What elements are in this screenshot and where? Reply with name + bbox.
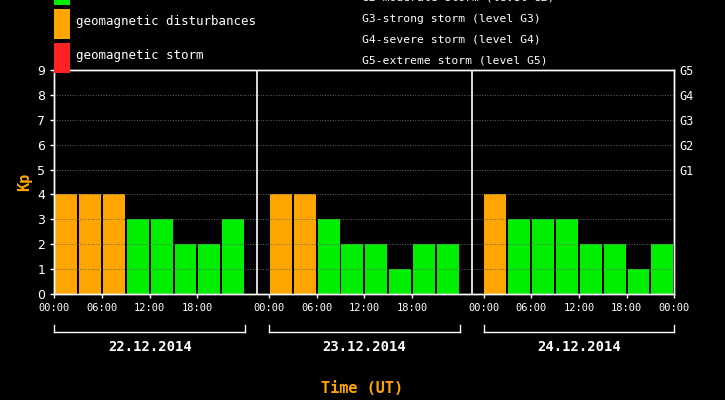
- Bar: [127, 219, 149, 294]
- Bar: [365, 244, 387, 294]
- Bar: [294, 194, 315, 294]
- Bar: [580, 244, 602, 294]
- Bar: [508, 219, 530, 294]
- Bar: [270, 194, 292, 294]
- Bar: [628, 269, 650, 294]
- Text: 23.12.2014: 23.12.2014: [323, 340, 406, 354]
- Bar: [532, 219, 554, 294]
- Text: G4-severe storm (level G4): G4-severe storm (level G4): [362, 35, 542, 45]
- Text: 22.12.2014: 22.12.2014: [108, 340, 191, 354]
- Bar: [389, 269, 411, 294]
- Text: G2-moderate storm (level G2): G2-moderate storm (level G2): [362, 0, 555, 2]
- Bar: [103, 194, 125, 294]
- Bar: [199, 244, 220, 294]
- Text: 24.12.2014: 24.12.2014: [537, 340, 621, 354]
- Bar: [175, 244, 196, 294]
- Bar: [79, 194, 101, 294]
- Text: G5-extreme storm (level G5): G5-extreme storm (level G5): [362, 56, 548, 66]
- Bar: [151, 219, 173, 294]
- Bar: [436, 244, 459, 294]
- Text: G3-strong storm (level G3): G3-strong storm (level G3): [362, 14, 542, 24]
- Bar: [55, 194, 78, 294]
- Y-axis label: Kp: Kp: [17, 173, 32, 191]
- Bar: [413, 244, 435, 294]
- Bar: [223, 219, 244, 294]
- Text: geomagnetic storm: geomagnetic storm: [76, 48, 204, 62]
- Bar: [341, 244, 363, 294]
- Text: Time (UT): Time (UT): [321, 381, 404, 396]
- Bar: [651, 244, 674, 294]
- Bar: [318, 219, 339, 294]
- Bar: [484, 194, 506, 294]
- Bar: [556, 219, 578, 294]
- Bar: [604, 244, 626, 294]
- Text: geomagnetic disturbances: geomagnetic disturbances: [76, 14, 256, 28]
